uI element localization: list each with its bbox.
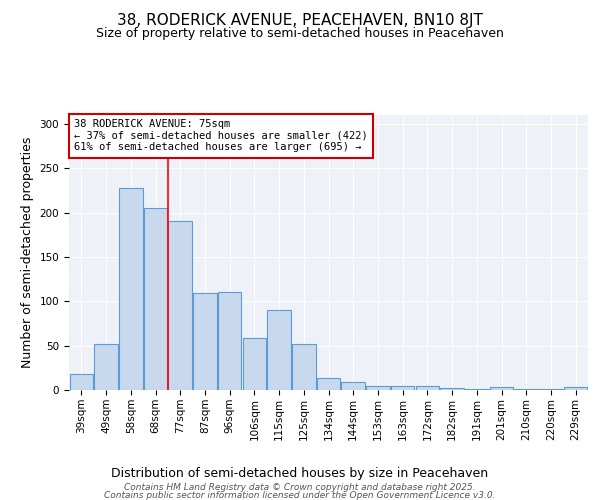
Bar bbox=[366, 386, 389, 390]
Text: Contains HM Land Registry data © Crown copyright and database right 2025.: Contains HM Land Registry data © Crown c… bbox=[124, 482, 476, 492]
Bar bbox=[70, 374, 93, 390]
Bar bbox=[490, 388, 513, 390]
Bar bbox=[317, 378, 340, 390]
Bar bbox=[119, 188, 143, 390]
Y-axis label: Number of semi-detached properties: Number of semi-detached properties bbox=[21, 137, 34, 368]
Text: Distribution of semi-detached houses by size in Peacehaven: Distribution of semi-detached houses by … bbox=[112, 468, 488, 480]
Bar bbox=[440, 388, 464, 390]
Bar bbox=[465, 389, 488, 390]
Bar bbox=[391, 386, 415, 390]
Bar bbox=[193, 294, 217, 390]
Bar bbox=[292, 344, 316, 390]
Bar bbox=[242, 338, 266, 390]
Bar bbox=[539, 389, 563, 390]
Bar bbox=[564, 388, 587, 390]
Text: 38, RODERICK AVENUE, PEACEHAVEN, BN10 8JT: 38, RODERICK AVENUE, PEACEHAVEN, BN10 8J… bbox=[117, 12, 483, 28]
Bar bbox=[268, 310, 291, 390]
Bar bbox=[144, 208, 167, 390]
Bar bbox=[94, 344, 118, 390]
Text: Size of property relative to semi-detached houses in Peacehaven: Size of property relative to semi-detach… bbox=[96, 28, 504, 40]
Bar bbox=[169, 222, 192, 390]
Bar bbox=[218, 292, 241, 390]
Text: Contains public sector information licensed under the Open Government Licence v3: Contains public sector information licen… bbox=[104, 491, 496, 500]
Text: 38 RODERICK AVENUE: 75sqm
← 37% of semi-detached houses are smaller (422)
61% of: 38 RODERICK AVENUE: 75sqm ← 37% of semi-… bbox=[74, 119, 368, 152]
Bar bbox=[514, 389, 538, 390]
Bar bbox=[341, 382, 365, 390]
Bar bbox=[416, 386, 439, 390]
